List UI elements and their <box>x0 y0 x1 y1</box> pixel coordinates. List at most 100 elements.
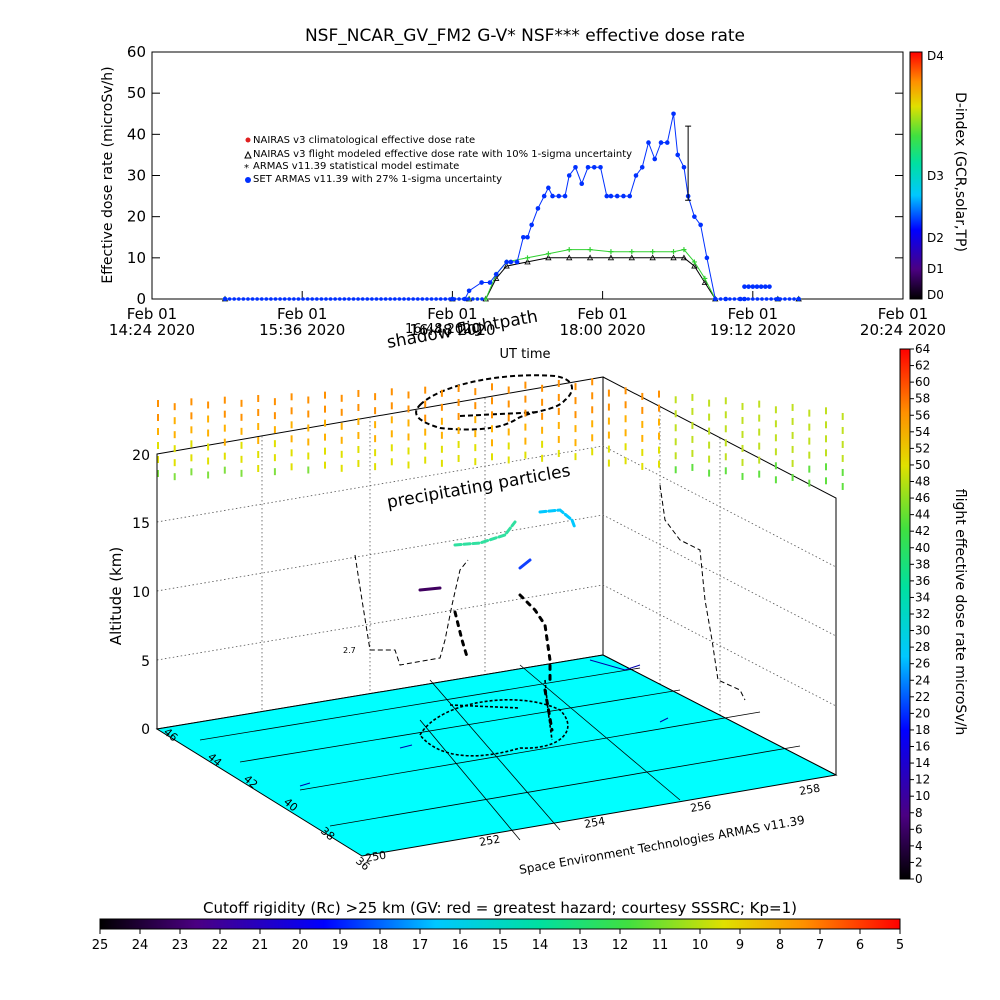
data-point <box>681 247 687 253</box>
x-tick-label: 15:36 2020 <box>259 321 345 339</box>
baseline-point <box>374 297 379 301</box>
baseline-point <box>360 297 365 301</box>
data-point <box>750 284 756 289</box>
y-axis: 0 10 20 30 40 50 60 <box>127 43 903 308</box>
data-point <box>545 254 552 261</box>
cutoff-cbar-tick-label: 20 <box>292 938 309 953</box>
data-point <box>508 259 514 265</box>
data-point <box>524 258 531 265</box>
data-point <box>566 247 572 253</box>
baseline-point <box>452 297 457 301</box>
data-point <box>681 164 687 170</box>
baseline-point <box>292 297 296 301</box>
data-point <box>493 272 499 277</box>
x-tick-label: 20:24 2020 <box>860 321 946 339</box>
data-point <box>504 259 509 265</box>
data-point <box>670 254 677 261</box>
dose-cbar-tick-label: 46 <box>915 491 930 505</box>
dose-cbar-tick-label: 60 <box>915 375 930 389</box>
dose-cbar-tick-label: 26 <box>915 657 930 671</box>
baseline-point <box>337 297 342 301</box>
baseline-point <box>315 297 319 301</box>
data-point <box>646 140 651 145</box>
cutoff-cbar-tick-label: 25 <box>92 938 109 953</box>
data-point <box>614 193 620 199</box>
dose-cbar-tick-label: 18 <box>915 723 930 737</box>
data-point <box>598 164 603 170</box>
dose-cbar-tick-label: 40 <box>915 541 930 555</box>
cutoff-cbar-tick-label: 9 <box>736 938 744 953</box>
baseline-point <box>429 297 434 301</box>
baseline-point <box>787 297 792 301</box>
baseline-point <box>296 297 301 301</box>
data-point <box>550 193 555 199</box>
z-tick: 5 <box>141 654 150 670</box>
baseline-point <box>466 297 471 301</box>
data-point <box>671 111 676 117</box>
credit-label: Space Environment Technologies ARMAS v11… <box>518 813 806 877</box>
baseline-point <box>351 297 356 301</box>
dose-cbar-tick-label: 12 <box>915 773 930 787</box>
cutoff-cbar-tick-label: 12 <box>612 938 629 953</box>
x-tick-label: Feb 01 <box>127 305 177 323</box>
baseline-point <box>434 297 438 301</box>
baseline-point <box>438 297 443 301</box>
baseline-point <box>356 297 360 301</box>
dose-cbar-tick-label: 32 <box>915 607 930 621</box>
cutoff-cbar-tick-label: 10 <box>692 938 709 953</box>
baseline-point <box>223 297 227 301</box>
altitude-label: Altitude (km) <box>107 547 125 645</box>
baseline-point <box>324 297 328 301</box>
legend-item: NAIRAS v3 climatological effective dose … <box>245 135 475 146</box>
d-tick: D3 <box>927 169 944 183</box>
data-point <box>608 193 614 199</box>
lon-tick: 254 <box>583 815 606 831</box>
dose-cbar-tick-label: 42 <box>915 524 930 538</box>
d-tick: D0 <box>927 288 944 302</box>
y-tick-label: 50 <box>127 84 146 102</box>
data-point <box>628 254 635 261</box>
baseline-point <box>475 297 480 301</box>
data-point <box>607 254 615 261</box>
baseline-point <box>737 297 741 301</box>
cutoff-colorbar <box>99 918 901 930</box>
data-point <box>680 254 688 261</box>
baseline-point <box>769 297 773 301</box>
cutoff-cbar-tick-label: 7 <box>816 938 824 953</box>
dose-colorbar <box>899 348 911 880</box>
z-tick: 0 <box>141 722 150 738</box>
cutoff-cbar-tick-label: 16 <box>452 938 469 953</box>
data-point <box>529 222 534 228</box>
data-point <box>566 254 573 261</box>
data-point <box>587 247 593 253</box>
dose-cbar-tick-label: 16 <box>915 740 930 754</box>
data-point <box>754 284 760 289</box>
baseline-point <box>778 297 783 301</box>
x-tick-label: 19:12 2020 <box>710 321 796 339</box>
baseline-point <box>443 297 448 301</box>
cutoff-cbar-tick-label: 6 <box>856 938 864 953</box>
data-point <box>562 193 568 199</box>
baseline-point <box>728 297 732 301</box>
d-tick: D1 <box>927 262 944 276</box>
altitude-ticks: 0 5 10 15 20 <box>132 448 150 738</box>
legend-marker <box>244 150 252 159</box>
baseline-point <box>397 297 402 301</box>
data-point <box>746 284 751 289</box>
dose-cbar-tick-label: 44 <box>915 508 930 522</box>
baseline-point <box>415 297 420 301</box>
y-tick-label: 30 <box>127 167 146 185</box>
legend-label: SET ARMAS v11.39 with 27% 1-sigma uncert… <box>253 174 502 185</box>
d-index-ticks: D4 D3 D2 D1 D0 <box>927 49 944 302</box>
dose-colorbar-label: flight effective dose rate microSv/h <box>952 489 968 735</box>
error-bar <box>685 125 692 201</box>
legend-marker <box>245 177 251 183</box>
cutoff-cbar-tick-label: 18 <box>372 938 389 953</box>
lon-tick: 252 <box>478 833 501 849</box>
baseline-point <box>792 297 796 301</box>
dose-cbar-tick-label: 8 <box>915 806 923 820</box>
cutoff-colorbar-label: Cutoff rigidity (Rc) >25 km (GV: red = g… <box>203 899 797 917</box>
baseline-point <box>411 297 415 301</box>
data-point <box>691 262 698 269</box>
data-point <box>586 254 594 261</box>
